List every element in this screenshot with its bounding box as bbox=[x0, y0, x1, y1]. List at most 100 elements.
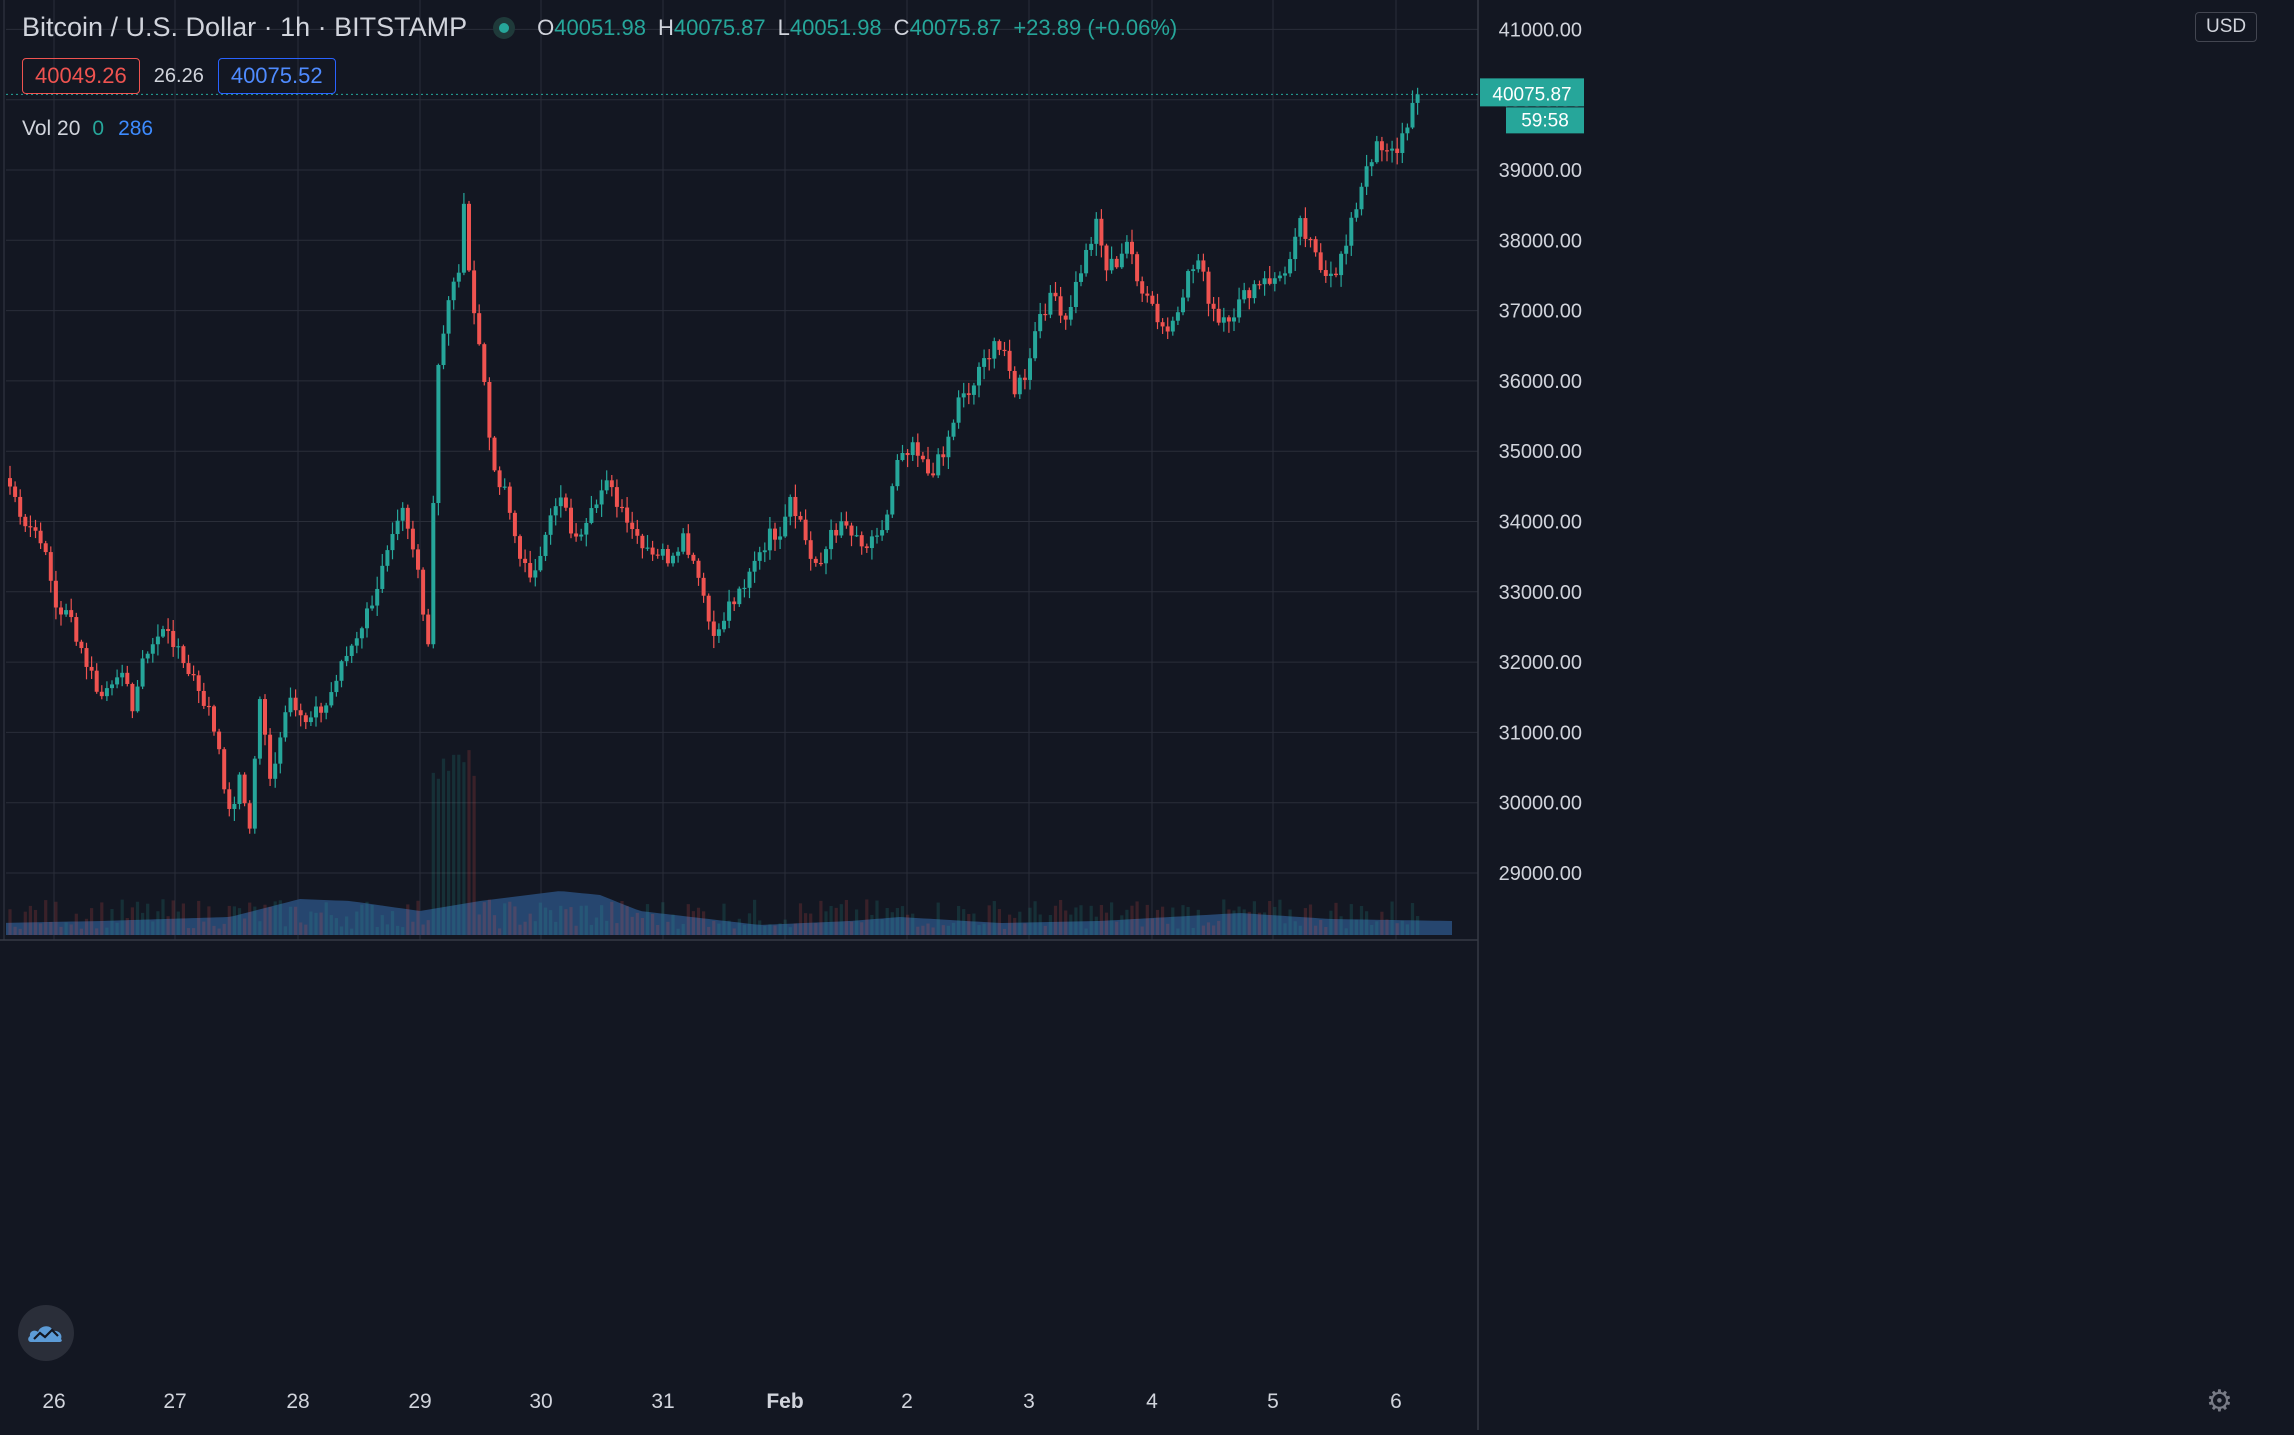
candle-body bbox=[59, 607, 63, 615]
buy-price-button[interactable]: 40075.52 bbox=[217, 58, 336, 94]
volume-bar bbox=[304, 924, 308, 935]
volume-bar bbox=[1048, 914, 1052, 935]
close-value: 40075.87 bbox=[909, 14, 1002, 40]
volume-bar bbox=[911, 913, 915, 935]
volume-bar bbox=[186, 928, 191, 935]
volume-bar bbox=[401, 927, 405, 935]
currency-button[interactable]: USD bbox=[2195, 12, 2258, 42]
candle-body bbox=[553, 506, 558, 516]
sell-price-button[interactable]: 40049.26 bbox=[22, 58, 140, 94]
candle-body bbox=[915, 442, 920, 456]
candle-body bbox=[1257, 284, 1262, 286]
price-tick-label: 39000.00 bbox=[1499, 160, 1582, 182]
volume-bar bbox=[951, 922, 956, 935]
volume-area bbox=[6, 891, 1452, 935]
volume-bar bbox=[1308, 904, 1313, 935]
volume-bar bbox=[865, 899, 869, 935]
candle-body bbox=[1272, 278, 1277, 284]
volume-bar bbox=[431, 772, 435, 935]
volume-bar bbox=[197, 900, 201, 935]
candle-body bbox=[859, 535, 864, 547]
candle-body bbox=[722, 620, 726, 630]
gear-icon[interactable]: ⚙ bbox=[2206, 1385, 2233, 1418]
volume-bar bbox=[1115, 921, 1119, 935]
volume-bar bbox=[462, 762, 466, 935]
candle-body bbox=[257, 699, 262, 759]
volume-bar bbox=[941, 925, 945, 935]
volume-bar bbox=[237, 908, 242, 935]
candle-body bbox=[1328, 273, 1333, 276]
candle-body bbox=[803, 519, 808, 541]
candle-body bbox=[268, 734, 273, 779]
candle-body bbox=[1058, 296, 1063, 316]
candle-body bbox=[1247, 290, 1252, 299]
volume-bar bbox=[39, 923, 43, 935]
candle-body bbox=[99, 691, 104, 697]
symbol-header[interactable]: Bitcoin / U.S. Dollar · 1h · BITSTAMP O4… bbox=[22, 12, 1189, 43]
candle-body bbox=[808, 540, 813, 559]
candle-body bbox=[604, 480, 609, 491]
volume-bar bbox=[436, 778, 440, 935]
candle-body bbox=[48, 552, 53, 581]
candle-body bbox=[1175, 312, 1180, 321]
volume-bar bbox=[334, 918, 338, 935]
candle-body bbox=[365, 608, 369, 629]
candle-body bbox=[212, 706, 216, 732]
price-tick-label: 38000.00 bbox=[1499, 230, 1582, 252]
candle-body bbox=[645, 547, 650, 549]
candle-body bbox=[982, 358, 987, 367]
volume-bar bbox=[1135, 901, 1139, 935]
volume-bar bbox=[875, 900, 879, 935]
candle-body bbox=[344, 655, 349, 662]
candle-body bbox=[1364, 166, 1369, 187]
volume-bar bbox=[686, 904, 690, 935]
price-tick-label: 29000.00 bbox=[1499, 863, 1582, 885]
candle-body bbox=[1089, 243, 1094, 250]
volume-bar bbox=[554, 921, 558, 935]
volume-bar bbox=[681, 923, 685, 935]
candle-body bbox=[691, 554, 696, 561]
volume-bar bbox=[1227, 909, 1231, 935]
volume-bar bbox=[1206, 922, 1211, 935]
candle-body bbox=[451, 281, 456, 301]
candle-body bbox=[1415, 94, 1420, 103]
candle-body bbox=[1140, 281, 1145, 294]
candle-body bbox=[74, 617, 79, 642]
symbol-title[interactable]: Bitcoin / U.S. Dollar · 1h · BITSTAMP bbox=[22, 12, 468, 42]
candle-body bbox=[1053, 292, 1058, 297]
volume-bar bbox=[1247, 911, 1251, 935]
candle-body bbox=[609, 480, 614, 488]
candle-body bbox=[671, 555, 675, 564]
volume-bar bbox=[1344, 928, 1348, 935]
volume-bar bbox=[1400, 920, 1404, 935]
volume-bar bbox=[997, 909, 1001, 935]
volume-bar bbox=[707, 926, 711, 935]
candle-body bbox=[380, 565, 385, 589]
volume-bar bbox=[1395, 923, 1399, 935]
volume-bar bbox=[722, 903, 726, 935]
tradingview-cloud-icon[interactable] bbox=[18, 1305, 74, 1361]
volume-bar bbox=[1008, 914, 1012, 935]
candle-body bbox=[1232, 317, 1236, 322]
candle-body bbox=[737, 588, 742, 605]
candle-body bbox=[1359, 186, 1364, 210]
volume-bar bbox=[523, 921, 527, 935]
candle-body bbox=[89, 666, 94, 671]
volume-legend[interactable]: Vol 20 0 286 bbox=[22, 117, 153, 141]
candle-body bbox=[1063, 315, 1068, 320]
last-price-tag bbox=[1480, 78, 1584, 107]
volume-bar bbox=[120, 899, 124, 935]
candle-body bbox=[94, 670, 99, 692]
volume-bar bbox=[656, 924, 660, 935]
candle-body bbox=[1201, 260, 1206, 272]
volume-bar bbox=[23, 911, 27, 935]
volume-bar bbox=[54, 901, 58, 935]
candle-body bbox=[176, 646, 181, 648]
candle-body bbox=[512, 512, 517, 537]
volume-bar bbox=[528, 913, 532, 935]
candle-body bbox=[441, 333, 446, 366]
volume-bar bbox=[906, 914, 910, 935]
volume-bar bbox=[396, 925, 400, 935]
